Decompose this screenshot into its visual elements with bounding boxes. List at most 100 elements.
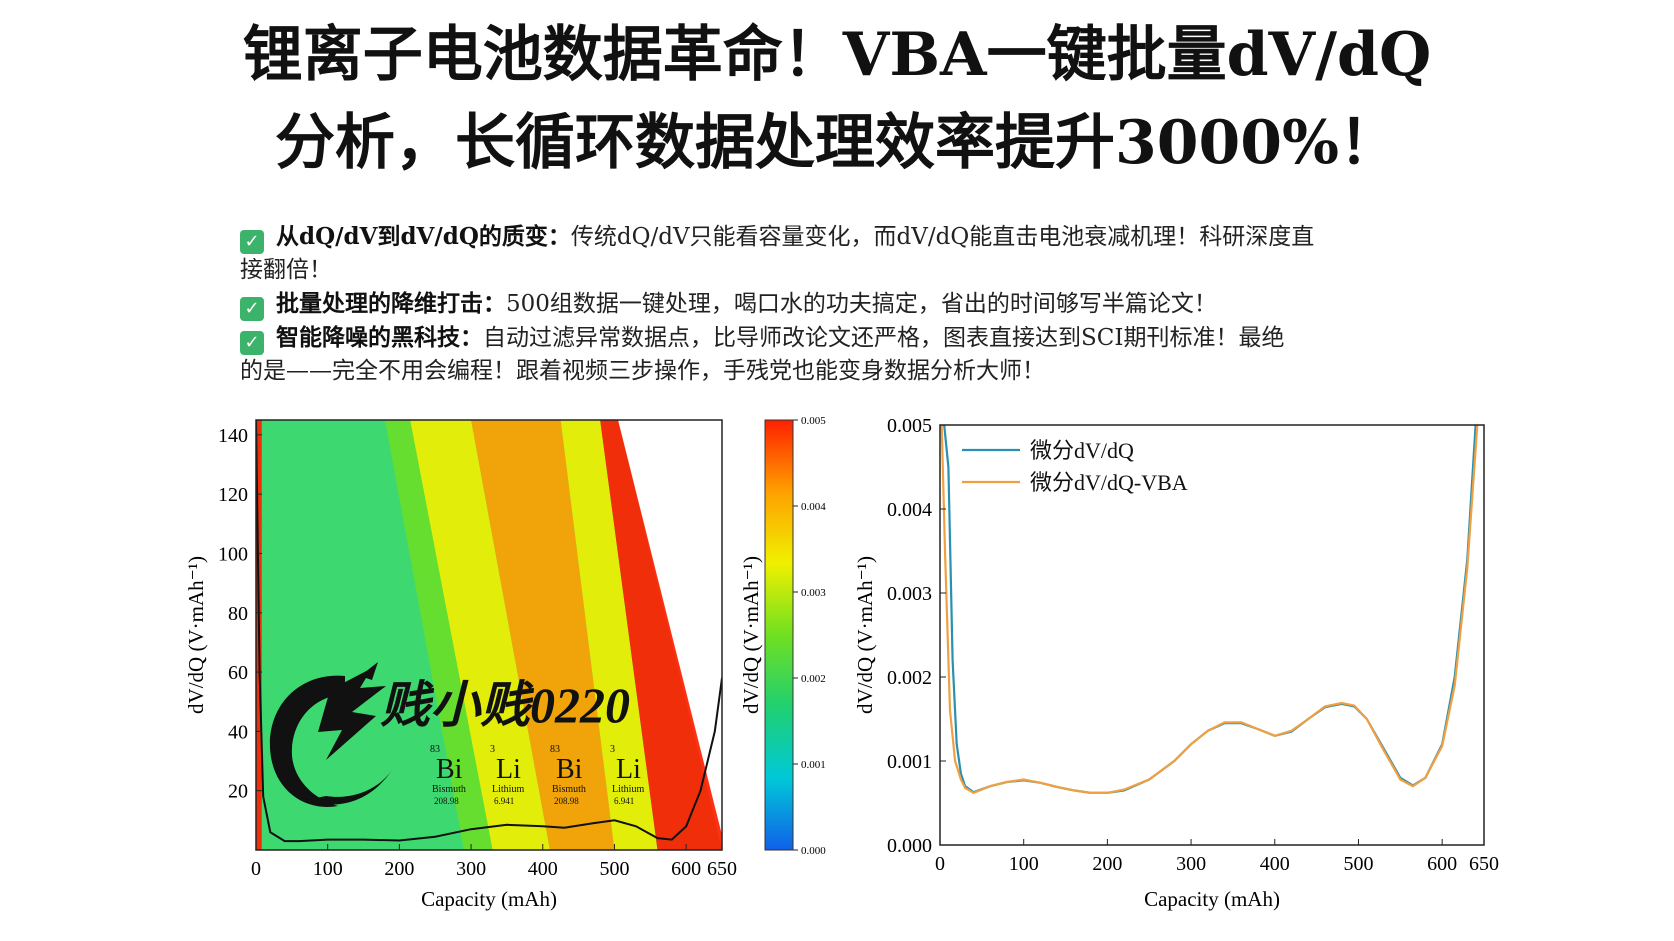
y-tick-label: 0.001 [887,751,932,773]
x-tick-label: 200 [1092,853,1122,875]
y-tick-label: 0.005 [887,415,932,437]
watermark-text: 贱小贱0220 [380,677,630,733]
y-tick-label: 60 [228,662,248,684]
colorbar-tick-label: 0.000 [801,845,826,857]
heatmap-overlay-curve [256,420,722,843]
legend-label: 微分dV/dQ [1030,438,1134,463]
element-symbol: Bi [436,754,463,785]
x-tick-label: 650 [1469,853,1499,875]
feature-text-continued: 接翻倍！ [240,257,332,283]
heatmap-chart: 0 100 200 300 400 500 600 650 20 40 60 80 100 120 140… [184,419,737,911]
y-tick-label: 20 [228,781,248,803]
feature-item: ✓ 智能降噪的黑科技：自动过滤异常数据点，比导师改论文还严格，图表直接达到SCI期… [240,321,1480,388]
heatmap-frame [255,419,723,851]
feature-text-continued: 的是——完全不用会编程！跟着视频三步操作，手残党也能变身数据分析大师！ [240,358,1045,384]
check-icon: ✓ [240,331,264,355]
y-tick-label: 120 [218,484,248,506]
y-tick-label: 0.003 [887,583,932,605]
line-chart-x-axis: 0 100 200 300 400 500 600 650 [935,839,1499,875]
x-tick-label: 300 [456,858,486,880]
colorbar-tick-label: 0.004 [801,501,826,513]
legend-label: 微分dV/dQ-VBA [1030,470,1188,495]
y-tick-label: 40 [228,721,248,743]
line-series-0 [943,425,1477,794]
feature-title: 批量处理的降维打击： [276,290,506,317]
line-chart: 0 100 200 300 400 500 600 650 0.0000.0010.0020.… [853,415,1499,911]
x-tick-label: 600 [671,858,701,880]
check-icon: ✓ [240,297,264,321]
headline-line-1: 锂离子电池数据革命！VBA一键批量dV/dQ [242,20,1432,90]
x-tick-label: 400 [528,858,558,880]
heatmap-x-label: Capacity (mAh) [421,887,557,911]
heatmap-empty-region [618,420,722,836]
x-tick-label: 0 [251,858,261,880]
line-chart-legend: 微分dV/dQ 微分dV/dQ-VBA [962,438,1188,495]
line-plot-area [940,425,1479,795]
heatmap-band [385,420,493,850]
y-tick-label: 80 [228,603,248,625]
line-chart-y-axis: 0.000 0.001 0.002 0.003 0.004 0.005 [887,415,946,857]
colorbar-tick-label: 0.005 [801,415,826,427]
heatmap-y-axis: 20 40 60 80 100 120 140 [218,425,262,803]
periodic-element-tiles: 83BiBismuth208.983LiLithium6.94183BiBism… [430,744,644,806]
feature-title: 从dQ/dV到dV/dQ的质变： [276,223,571,250]
x-tick-label: 100 [313,858,343,880]
element-mass: 6.941 [494,796,514,806]
element-name: Bismuth [432,784,466,795]
line-series-1 [940,425,1479,795]
heatmap-colorbar: 0.000 0.001 0.002 0.003 0.004 0.005 dV/dQ (V·… [739,415,826,857]
headline-line-2: 分析，长循环数据处理效率提升3000%！ [274,108,1399,178]
heatmap-x-axis: 0 100 200 300 400 500 600 650 [251,844,737,880]
y-tick-label: 140 [218,425,248,447]
x-tick-label: 0 [935,853,945,875]
element-symbol: Bi [556,754,583,785]
feature-text: 传统dQ/dV只能看容量变化，而dV/dQ能直击电池衰减机理！科研深度直 [570,224,1315,250]
feature-item: ✓ 从dQ/dV到dV/dQ的质变：传统dQ/dV只能看容量变化，而dV/dQ能直… [240,220,1480,287]
feature-item: ✓ 批量处理的降维打击：500组数据一键处理，喝口水的功夫搞定，省出的时间够写半篇… [240,287,1480,321]
heatmap-band [471,420,615,850]
element-name: Bismuth [552,784,586,795]
heatmap-y-label: dV/dQ (V·mAh⁻¹) [184,556,208,714]
x-tick-label: 500 [599,858,629,880]
heatmap-band [560,420,658,850]
y-tick-label: 100 [218,543,248,565]
x-tick-label: 650 [707,858,737,880]
line-chart-frame [939,424,1485,846]
x-tick-label: 400 [1260,853,1290,875]
colorbar-tick-label: 0.001 [801,759,826,771]
x-tick-label: 100 [1009,853,1039,875]
colorbar-tick-label: 0.002 [801,673,826,685]
element-number: 83 [430,744,440,755]
colorbar-gradient [764,419,794,851]
watermark: 贱小贱0220 83BiBismuth208.983LiLithium6.941… [269,662,644,807]
x-tick-label: 500 [1343,853,1373,875]
line-chart-y-label: dV/dQ (V·mAh⁻¹) [853,556,877,714]
heatmap-plot-area [256,420,722,850]
element-symbol: Li [496,754,521,785]
y-tick-label: 0.000 [887,835,932,857]
x-tick-label: 200 [384,858,414,880]
element-mass: 6.941 [614,796,634,806]
element-number: 3 [490,744,495,755]
check-icon: ✓ [240,230,264,254]
feature-list: ✓ 从dQ/dV到dV/dQ的质变：传统dQ/dV只能看容量变化，而dV/dQ能直… [240,220,1480,388]
feature-text: 500组数据一键处理，喝口水的功夫搞定，省出的时间够写半篇论文！ [506,291,1217,317]
y-tick-label: 0.004 [887,499,932,521]
colorbar-label: dV/dQ (V·mAh⁻¹) [739,556,763,714]
element-name: Lithium [492,784,524,795]
element-number: 83 [550,744,560,755]
element-name: Lithium [612,784,644,795]
element-mass: 208.98 [434,796,459,806]
x-tick-label: 300 [1176,853,1206,875]
y-tick-label: 0.002 [887,667,932,689]
line-chart-x-label: Capacity (mAh) [1144,887,1280,911]
dragon-logo-icon [269,662,392,807]
feature-text: 自动过滤异常数据点，比导师改论文还严格，图表直接达到SCI期刊标准！最绝 [483,325,1285,351]
x-tick-label: 600 [1427,853,1457,875]
element-symbol: Li [616,754,641,785]
